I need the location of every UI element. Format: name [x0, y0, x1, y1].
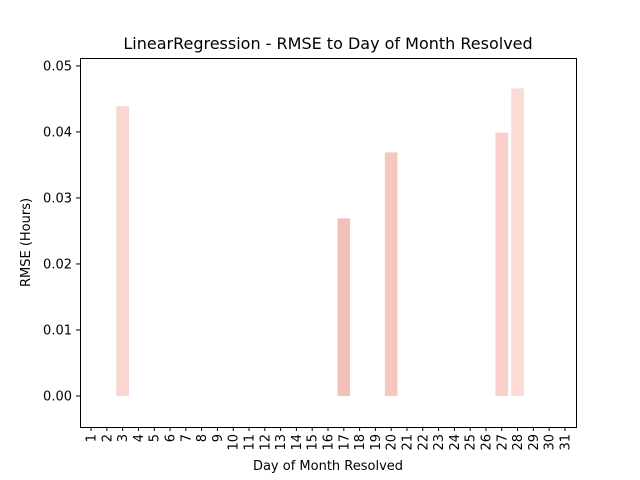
x-tick-label: 12: [258, 434, 273, 451]
bar-day-20: [384, 152, 398, 396]
bar-group: [116, 88, 524, 396]
y-tick-label: 0.03: [43, 191, 72, 206]
x-tick-label: 29: [527, 434, 542, 451]
y-tick-label: 0.02: [43, 257, 72, 272]
y-tick-label: 0.00: [43, 389, 72, 404]
y-tick-label: 0.05: [43, 59, 72, 74]
x-tick-label: 26: [479, 434, 494, 451]
x-tick-label: 3: [116, 434, 131, 442]
x-tick-label: 28: [511, 434, 526, 451]
x-axis-label: Day of Month Resolved: [253, 459, 403, 474]
x-tick-label: 9: [211, 434, 226, 442]
x-tick-label: 22: [416, 434, 431, 451]
x-tick-label: 7: [179, 434, 194, 442]
x-tick-label: 11: [243, 434, 258, 451]
x-tick-label: 20: [385, 434, 400, 451]
bar-day-27: [495, 132, 509, 396]
x-axis-ticks: 1 2 3 4 5 6 7 8 9 10 11 12 13 14 15 16 17 18 19 20 21 22 23 24 2…: [85, 427, 573, 451]
bar-day-28: [511, 88, 524, 396]
bar-day-17: [337, 218, 351, 396]
x-tick-label: 25: [464, 434, 479, 451]
x-tick-label: 15: [306, 434, 321, 451]
x-tick-label: 4: [132, 434, 147, 442]
chart-title: LinearRegression - RMSE to Day of Month …: [123, 34, 532, 53]
x-tick-label: 13: [274, 434, 289, 451]
bar-day-3: [116, 106, 129, 396]
x-tick-label: 18: [353, 434, 368, 451]
x-tick-label: 6: [164, 434, 179, 442]
x-tick-label: 27: [495, 434, 510, 451]
x-tick-label: 8: [195, 434, 210, 442]
x-tick-label: 5: [148, 434, 163, 442]
x-tick-label: 30: [543, 434, 558, 451]
y-tick-label: 0.04: [43, 125, 72, 140]
x-tick-label: 16: [322, 434, 337, 451]
x-tick-label: 2: [100, 434, 115, 442]
x-tick-label: 1: [85, 434, 100, 442]
x-tick-label: 10: [227, 434, 242, 451]
y-tick-label: 0.01: [43, 323, 72, 338]
x-tick-label: 23: [432, 434, 447, 451]
plot-frame: [80, 58, 577, 428]
x-tick-label: 31: [558, 434, 573, 451]
x-tick-label: 24: [448, 434, 463, 451]
y-axis-label: RMSE (Hours): [19, 198, 34, 287]
x-tick-label: 14: [290, 434, 305, 451]
x-tick-label: 17: [337, 434, 352, 451]
x-tick-label: 21: [400, 434, 415, 451]
y-axis-ticks: 0.00 0.01 0.02 0.03 0.04 0.05: [43, 59, 80, 404]
x-tick-label: 19: [369, 434, 384, 451]
